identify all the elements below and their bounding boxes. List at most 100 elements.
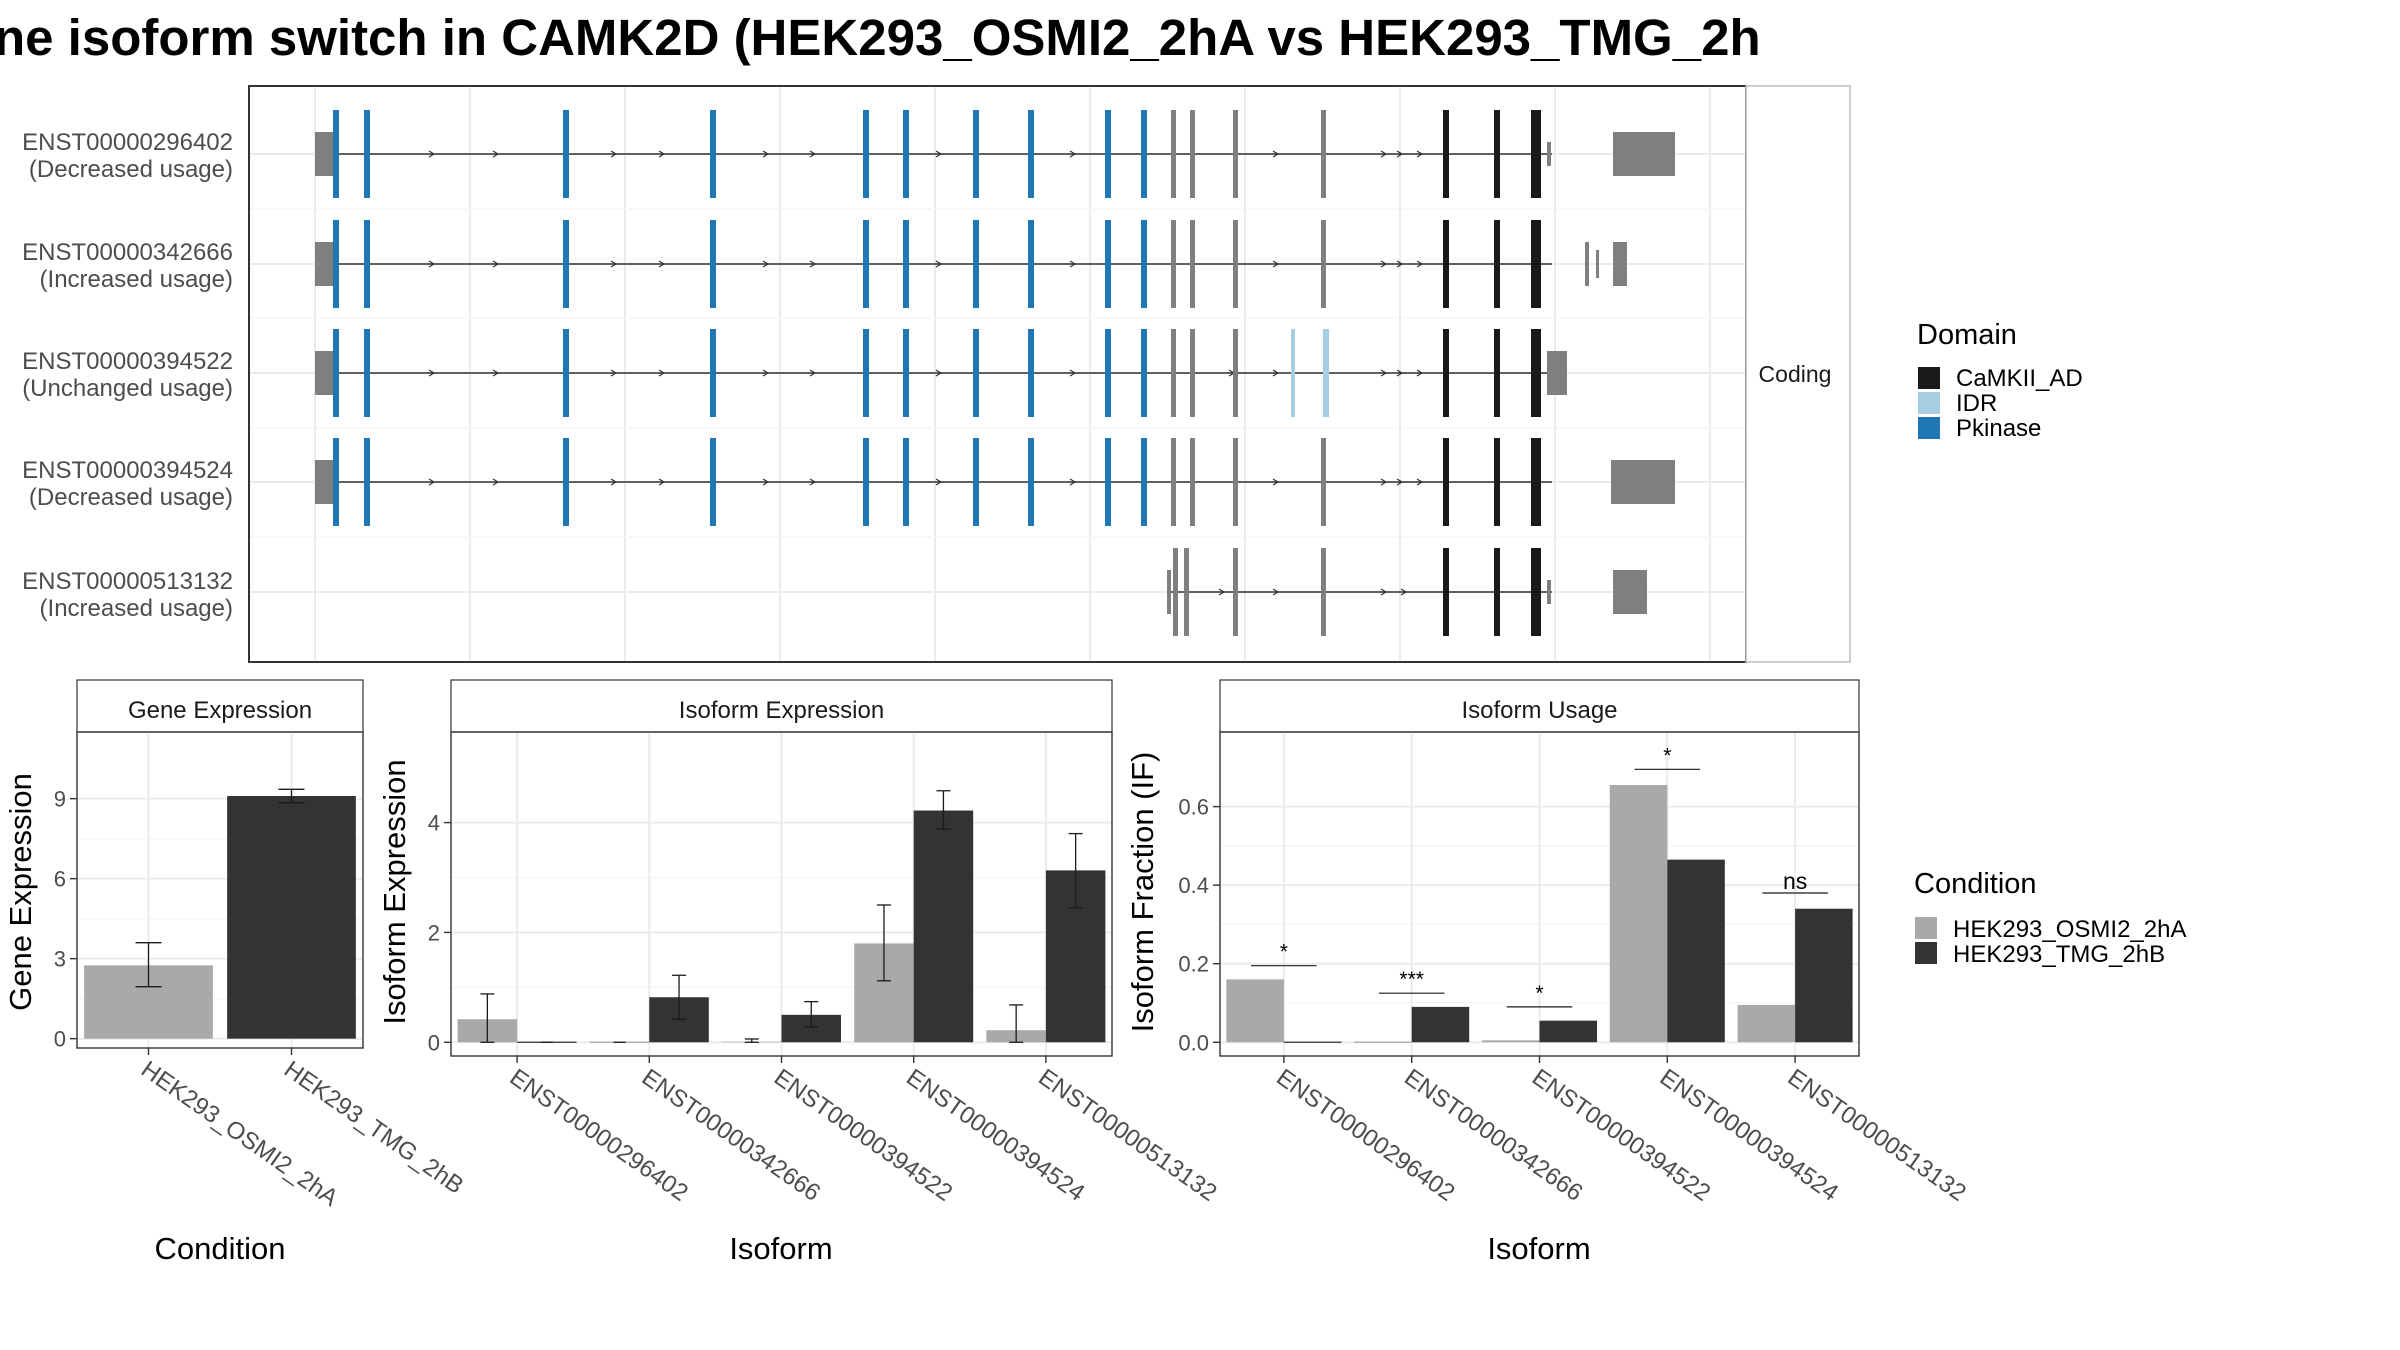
transcript-strip — [1745, 85, 1851, 663]
exon-camkii-ad — [1531, 329, 1541, 417]
exon-pkinase — [1028, 110, 1034, 198]
exon-noncoding — [1190, 220, 1195, 308]
intron-arrow — [762, 478, 770, 486]
panel-border — [76, 731, 364, 1049]
intron-arrow — [762, 260, 770, 268]
exon-pkinase — [1141, 220, 1147, 308]
intron-arrow — [492, 369, 500, 377]
intron-arrow — [428, 369, 436, 377]
exon-pkinase — [333, 220, 339, 308]
y-tick-label: 0.4 — [1178, 873, 1209, 898]
isoform-usage-chart: Isoform Usage0.00.20.40.6*ENST0000029640… — [1125, 679, 1971, 1266]
exon-camkii-ad — [1531, 438, 1541, 526]
intron-arrow — [1069, 260, 1077, 268]
intron-arrow — [1416, 150, 1424, 158]
exon-pkinase — [1105, 220, 1111, 308]
condition-legend-title: Condition — [1914, 868, 2037, 900]
exon-noncoding — [1321, 220, 1326, 308]
utr-block — [315, 351, 335, 395]
bar — [1795, 908, 1853, 1043]
panel-strip — [76, 679, 364, 733]
isoform-label-usage: (Decreased usage) — [29, 156, 233, 183]
x-axis-title: Isoform — [729, 1231, 832, 1266]
exon-pkinase — [903, 329, 909, 417]
significance-label: * — [1663, 744, 1671, 767]
exon-pkinase — [1141, 110, 1147, 198]
isoform-label-id: ENST00000394522 — [22, 348, 233, 375]
exon-pkinase — [333, 110, 339, 198]
exon-noncoding — [1190, 110, 1195, 198]
y-axis-title: Isoform Fraction (IF) — [1125, 752, 1160, 1033]
intron-arrow — [428, 150, 436, 158]
intron-arrow — [809, 478, 817, 486]
exon-pkinase — [364, 220, 370, 308]
isoform-expression-chart: Isoform Expression024ENST00000296402ENST… — [377, 679, 1222, 1266]
significance-label: ns — [1783, 868, 1807, 894]
exon-camkii-ad — [1531, 110, 1541, 198]
bar — [1667, 859, 1725, 1043]
exon-noncoding — [1321, 110, 1326, 198]
exon-noncoding — [1321, 438, 1326, 526]
intron-arrow — [809, 150, 817, 158]
intron-arrow — [809, 369, 817, 377]
exon-pkinase — [1105, 438, 1111, 526]
legend-swatch-osmi2 — [1915, 917, 1937, 939]
panel-strip — [450, 679, 1113, 733]
intron-arrow — [1400, 588, 1408, 596]
exon-noncoding — [1171, 329, 1176, 417]
intron-arrow — [610, 150, 618, 158]
bar — [1226, 979, 1284, 1043]
exon-pkinase — [903, 220, 909, 308]
intron-arrow — [1396, 369, 1404, 377]
exon-pkinase — [973, 329, 979, 417]
exon-idr — [1323, 329, 1329, 417]
bar — [913, 810, 974, 1043]
bar — [227, 796, 356, 1039]
y-tick-label: 2 — [428, 920, 440, 945]
y-tick-label: 6 — [54, 867, 66, 892]
exon-camkii-ad — [1443, 438, 1449, 526]
panel-title: Gene Expression — [128, 697, 312, 724]
exon-camkii-ad — [1531, 548, 1541, 636]
y-tick-label: 0.6 — [1178, 795, 1209, 820]
utr-block — [1547, 580, 1551, 604]
intron-arrow — [428, 478, 436, 486]
exon-idr — [1291, 329, 1295, 417]
exon-pkinase — [364, 110, 370, 198]
intron-arrow — [1380, 150, 1388, 158]
intron-arrow — [610, 369, 618, 377]
intron-arrow — [1069, 369, 1077, 377]
intron-arrow — [1380, 588, 1388, 596]
intron-arrow — [658, 478, 666, 486]
x-axis-title: Isoform — [1487, 1231, 1590, 1266]
utr-block — [1596, 250, 1599, 278]
legend-label-camkii-ad: CaMKII_AD — [1956, 365, 2083, 392]
exon-noncoding — [1233, 548, 1238, 636]
y-tick-label: 0 — [54, 1027, 66, 1052]
exon-noncoding — [1233, 329, 1238, 417]
intron-arrow — [428, 260, 436, 268]
isoform-label-id: ENST00000394524 — [22, 457, 233, 484]
intron-arrow — [762, 369, 770, 377]
intron-arrow — [1272, 588, 1280, 596]
y-tick-label: 9 — [54, 787, 66, 812]
utr-block — [1613, 570, 1647, 614]
legend-label-pkinase: Pkinase — [1956, 415, 2041, 442]
legend-label-osmi2: HEK293_OSMI2_2hA — [1953, 916, 2186, 943]
intron-arrow — [762, 150, 770, 158]
intron-arrow — [935, 260, 943, 268]
y-tick-label: 0 — [428, 1030, 440, 1055]
y-tick-label: 0.2 — [1178, 952, 1209, 977]
exon-pkinase — [973, 438, 979, 526]
legend-label-tmg: HEK293_TMG_2hB — [1953, 941, 2165, 968]
exon-noncoding — [1321, 548, 1326, 636]
exon-noncoding — [1173, 548, 1178, 636]
exon-pkinase — [903, 110, 909, 198]
x-axis-title: Condition — [155, 1231, 286, 1266]
transcript-track — [1167, 548, 1647, 636]
exon-pkinase — [333, 329, 339, 417]
intron-arrow — [1380, 369, 1388, 377]
significance-label: * — [1535, 982, 1543, 1005]
bar — [1481, 1040, 1540, 1043]
isoform-label-usage: (Unchanged usage) — [22, 375, 233, 402]
